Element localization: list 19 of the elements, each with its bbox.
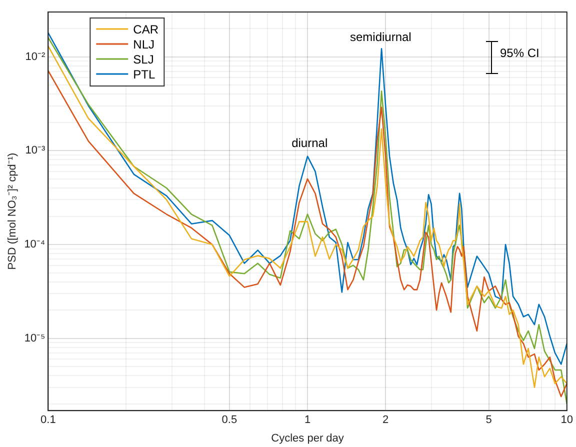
legend-label: PTL (133, 67, 156, 82)
x-tick-label: 0.5 (222, 414, 238, 426)
x-tick-label: 1 (304, 414, 311, 426)
legend-label: SLJ (133, 52, 154, 66)
y-tick-label: 10⁻⁵ (24, 332, 46, 344)
annotation: diurnal (292, 136, 328, 150)
x-tick-label: 0.1 (40, 414, 56, 426)
x-tick-label: 2 (382, 414, 389, 426)
x-tick-label: 10 (560, 414, 574, 426)
y-axis-title: PSD ([mol NO₃⁻]² cpd⁻¹) (6, 152, 19, 270)
annotation: 95% CI (500, 46, 540, 60)
y-tick-label: 10⁻³ (25, 144, 46, 157)
y-tick-label: 10⁻⁴ (24, 238, 46, 251)
legend-label: NLJ (133, 37, 155, 52)
annotation: semidiurnal (350, 30, 412, 44)
x-tick-label: 5 (486, 414, 492, 426)
y-tick-label: 10⁻² (25, 50, 46, 63)
x-axis-title: Cycles per day (271, 432, 344, 444)
legend-label: CAR (133, 22, 159, 36)
